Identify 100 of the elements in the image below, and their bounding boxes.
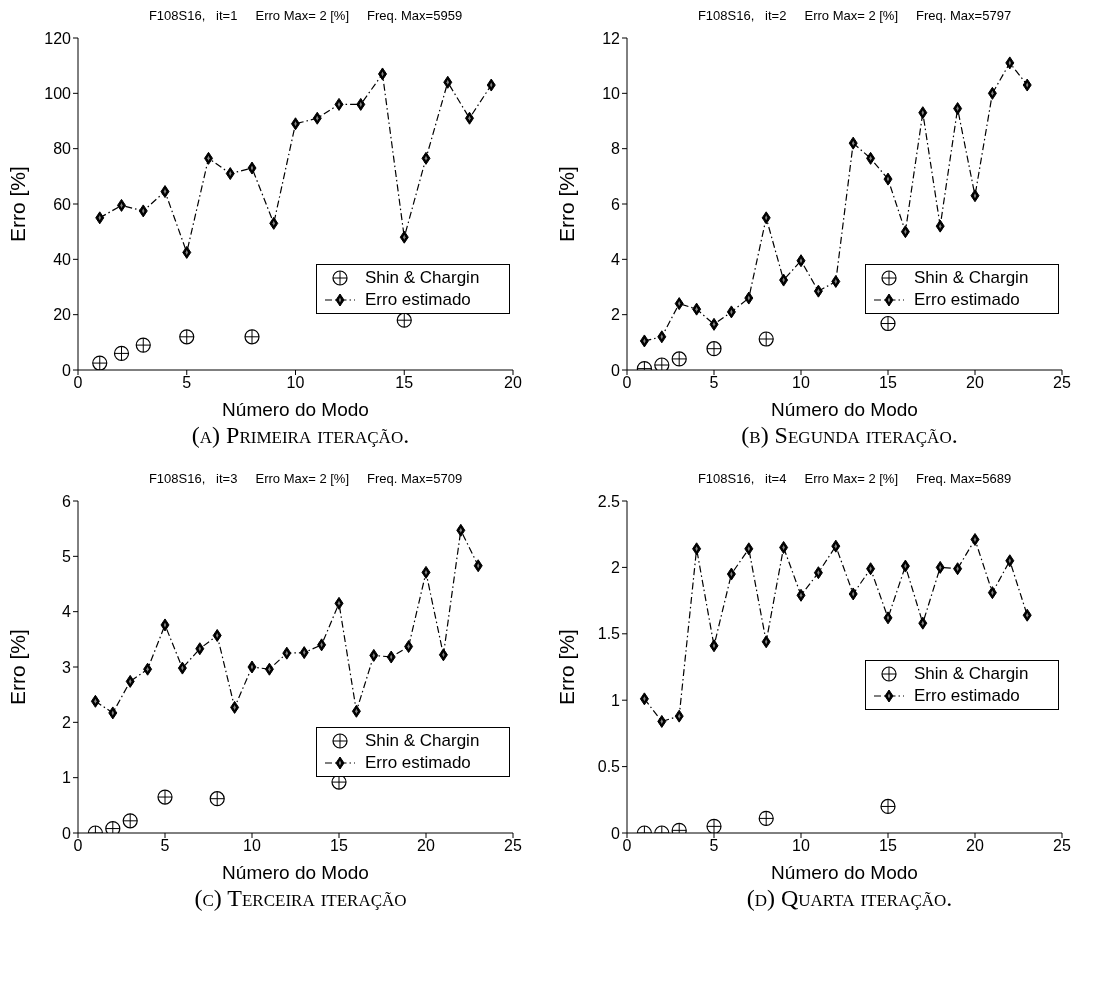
point [813, 284, 823, 298]
y-tick-label: 1 [62, 769, 72, 787]
point [351, 704, 361, 718]
point [138, 204, 148, 218]
point [108, 706, 118, 720]
chart-title: F108S16, it=2 Erro Max= 2 [%] Freq. Max=5797 [696, 8, 1013, 25]
point [396, 312, 412, 328]
x-tick-label: 5 [709, 837, 719, 855]
x-tick-label: 20 [966, 374, 984, 392]
x-axis-title: Número do Modo [771, 862, 918, 883]
x-tick-label: 20 [966, 837, 984, 855]
x-tick-label: 20 [417, 837, 435, 855]
point [744, 291, 754, 305]
point [880, 798, 896, 815]
legend-label: Erro estimado [365, 288, 471, 311]
x-tick-label: 0 [73, 374, 83, 392]
x-tick-label: 15 [879, 374, 897, 392]
point [282, 646, 292, 660]
point [369, 648, 379, 662]
point [212, 628, 222, 642]
chart-title: F108S16, it=4 Erro Max= 2 [%] Freq. Max=5689 [696, 471, 1013, 488]
y-tick-label: 0 [62, 361, 72, 379]
x-tick-label: 15 [879, 837, 897, 855]
point [312, 111, 322, 125]
y-tick-label: 120 [44, 29, 72, 47]
point [230, 700, 240, 714]
point [935, 560, 945, 574]
point [157, 789, 173, 805]
x-tick-label: 0 [73, 837, 83, 855]
point [866, 562, 876, 576]
y-tick-label: 10 [602, 85, 621, 103]
y-tick-label: 8 [611, 140, 621, 158]
y-tick-label: 80 [53, 140, 72, 158]
x-tick-label: 10 [792, 374, 810, 392]
point [671, 351, 687, 367]
point [105, 820, 121, 833]
point [726, 567, 736, 581]
point [831, 539, 841, 553]
point [654, 357, 670, 370]
point [90, 694, 100, 708]
point [95, 211, 105, 225]
point [813, 566, 823, 580]
point [113, 345, 130, 361]
y-tick-label: 5 [62, 548, 72, 566]
legend-label: Erro estimado [914, 685, 1020, 708]
point [709, 639, 719, 653]
point [970, 533, 980, 547]
x-axis-title: Número do Modo [222, 862, 369, 883]
point [209, 791, 225, 807]
point [674, 709, 684, 723]
point [443, 75, 453, 89]
y-tick-label: 0 [611, 361, 621, 379]
point [225, 167, 235, 181]
point [386, 650, 396, 664]
point [92, 355, 108, 370]
point [179, 329, 195, 345]
y-tick-label: 2 [62, 714, 72, 732]
point [247, 660, 257, 674]
point [831, 274, 841, 288]
point [918, 616, 928, 630]
point [177, 661, 187, 675]
point [182, 245, 192, 259]
point [900, 225, 910, 239]
point [317, 638, 327, 652]
point [1022, 608, 1032, 622]
x-axis-title: Número do Modo [222, 399, 369, 420]
point [125, 674, 135, 688]
point [987, 586, 997, 600]
x-tick-label: 25 [1053, 837, 1071, 855]
point [779, 540, 789, 554]
legend-label: Shin & Chargin [914, 663, 1029, 686]
x-tick-label: 0 [622, 374, 632, 392]
x-tick-label: 5 [709, 374, 719, 392]
point [639, 692, 649, 706]
point [160, 618, 170, 632]
point [356, 97, 366, 111]
point [195, 642, 205, 656]
point [135, 337, 151, 353]
point [639, 334, 649, 348]
point [269, 216, 279, 230]
point [299, 646, 309, 660]
y-tick-label: 1 [611, 691, 621, 709]
point [247, 161, 257, 175]
point [706, 341, 722, 357]
y-tick-label: 40 [53, 251, 72, 269]
point [848, 136, 858, 150]
point [953, 562, 963, 576]
point [657, 330, 667, 344]
x-tick-label: 10 [243, 837, 261, 855]
legend-label: Erro estimado [365, 751, 471, 774]
x-tick-label: 10 [792, 837, 810, 855]
point [486, 78, 496, 92]
y-tick-label: 2 [611, 306, 621, 324]
point [692, 542, 702, 556]
point [456, 523, 466, 537]
point [883, 172, 893, 186]
point [880, 315, 896, 332]
point [761, 635, 771, 649]
point [1005, 554, 1015, 568]
point [404, 640, 414, 654]
